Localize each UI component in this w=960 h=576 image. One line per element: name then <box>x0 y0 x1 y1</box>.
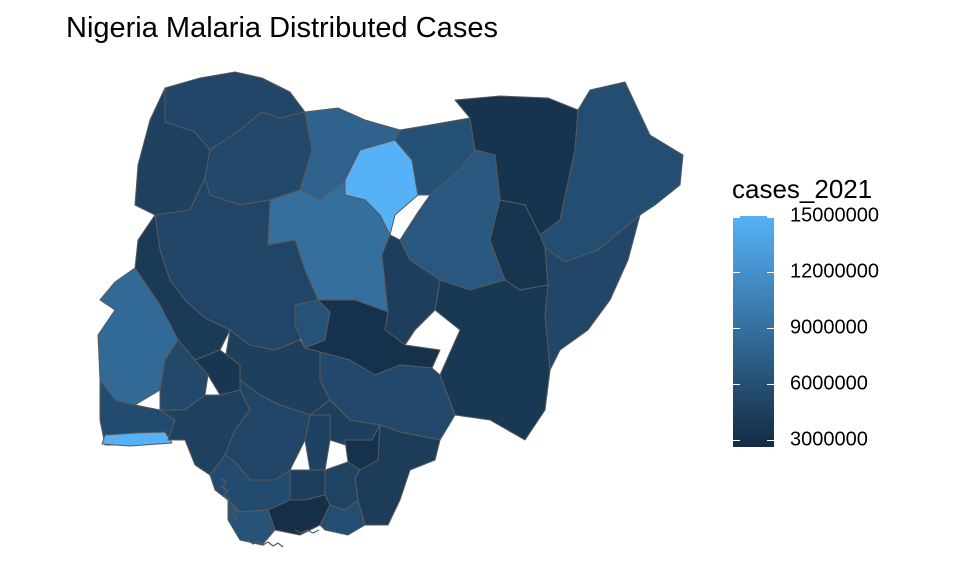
legend-tick <box>733 271 774 274</box>
coastline-detail <box>294 529 320 534</box>
legend-title: cases_2021 <box>732 174 873 204</box>
state-anambra <box>304 414 331 471</box>
legend-tick-label: 3000000 <box>790 428 868 451</box>
state-bayelsa <box>227 499 276 546</box>
state-imo <box>289 469 326 501</box>
legend-colorbar <box>733 216 774 447</box>
legend-tick-label: 6000000 <box>790 372 868 395</box>
legend-tick-label: 9000000 <box>790 316 868 339</box>
state-akwa-ibom <box>319 499 366 536</box>
state-lagos <box>101 431 173 447</box>
chart-title: Nigeria Malaria Distributed Cases <box>66 12 498 44</box>
legend-tick <box>733 327 774 330</box>
legend-tick-label: 12000000 <box>790 260 879 283</box>
coastline-detail <box>231 504 238 521</box>
coastline-detail <box>219 477 231 500</box>
legend-tick <box>733 439 774 442</box>
legend-tick <box>733 216 774 218</box>
legend-tick <box>733 383 774 386</box>
state-taraba <box>434 279 551 441</box>
coastline-detail <box>247 539 284 548</box>
legend-tick-label: 15000000 <box>790 204 879 227</box>
